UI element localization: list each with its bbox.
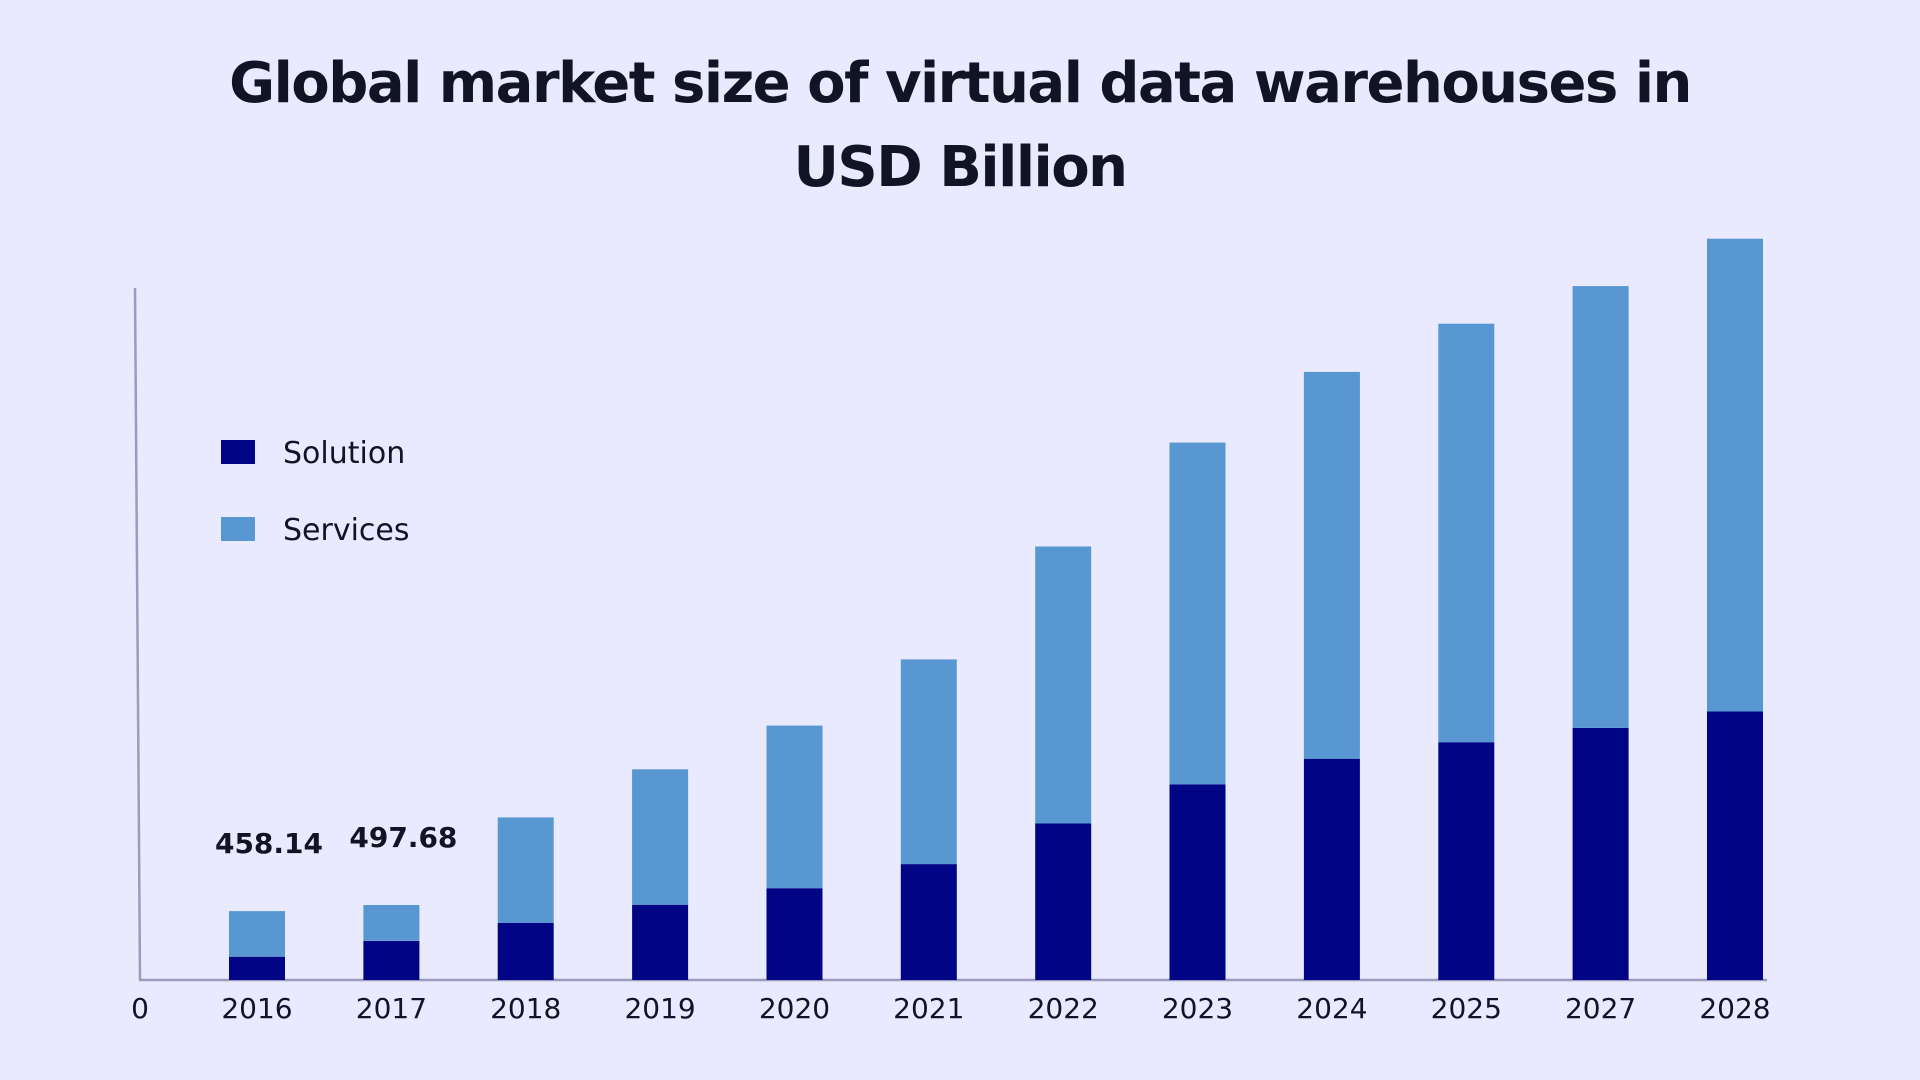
x-tick-label-2021: 2021 bbox=[893, 992, 964, 1025]
data-label-2017: 497.68 bbox=[349, 821, 457, 854]
bar-services-2027 bbox=[1572, 286, 1629, 728]
legend: Solution Services bbox=[221, 436, 410, 548]
chart-title-line-2: USD Billion bbox=[793, 135, 1126, 200]
legend-item-solution: Solution bbox=[221, 436, 405, 471]
x-tick-label-2025: 2025 bbox=[1431, 992, 1502, 1025]
data-labels: 458.14 497.68 bbox=[215, 821, 457, 860]
bar-services-2021 bbox=[900, 659, 957, 865]
x-tick-label-2018: 2018 bbox=[490, 992, 561, 1025]
bar-solution-2016 bbox=[229, 956, 285, 980]
bar-solution-2023 bbox=[1169, 784, 1226, 980]
bar-solution-2024 bbox=[1303, 758, 1360, 980]
legend-label-solution: Solution bbox=[283, 436, 405, 471]
x-tick-label-2027: 2027 bbox=[1565, 992, 1636, 1025]
bar-solution-2021 bbox=[900, 864, 957, 980]
bars bbox=[229, 238, 1763, 980]
bar-solution-2027 bbox=[1572, 727, 1629, 980]
bar-services-2018 bbox=[497, 817, 554, 923]
bar-services-2020 bbox=[766, 725, 823, 889]
y-origin-label: 0 bbox=[131, 992, 149, 1025]
bar-solution-2018 bbox=[497, 922, 554, 980]
x-tick-label-2017: 2017 bbox=[356, 992, 427, 1025]
legend-label-services: Services bbox=[283, 513, 410, 548]
x-tick-label-2023: 2023 bbox=[1162, 992, 1233, 1025]
legend-swatch-solution bbox=[221, 440, 255, 464]
bar-solution-2025 bbox=[1438, 742, 1495, 980]
bar-solution-2019 bbox=[632, 904, 689, 980]
bar-solution-2020 bbox=[766, 888, 823, 980]
x-tick-label-2022: 2022 bbox=[1028, 992, 1099, 1025]
bar-services-2017 bbox=[363, 905, 420, 941]
bar-services-2022 bbox=[1035, 546, 1092, 824]
bar-services-2025 bbox=[1438, 323, 1495, 743]
data-label-2016: 458.14 bbox=[215, 827, 323, 860]
x-tick-label-2028: 2028 bbox=[1699, 992, 1770, 1025]
x-tick-label-2024: 2024 bbox=[1296, 992, 1367, 1025]
legend-swatch-services bbox=[221, 517, 255, 541]
bar-services-2023 bbox=[1169, 442, 1226, 785]
x-tick-label-2020: 2020 bbox=[759, 992, 830, 1025]
bar-services-2016 bbox=[229, 911, 285, 957]
bar-solution-2028 bbox=[1707, 711, 1763, 980]
legend-item-services: Services bbox=[221, 513, 410, 548]
x-tick-label-2016: 2016 bbox=[221, 992, 292, 1025]
bar-solution-2022 bbox=[1035, 823, 1092, 980]
bar-services-2024 bbox=[1303, 371, 1360, 759]
y-axis bbox=[133, 287, 142, 981]
bar-services-2028 bbox=[1707, 238, 1763, 712]
bar-solution-2017 bbox=[363, 940, 420, 980]
bar-services-2019 bbox=[632, 769, 689, 905]
x-tick-labels: 2016 2017 2018 2019 2020 2021 2022 2023 2024 2025… bbox=[221, 992, 1770, 1025]
chart-title-line-1: Global market size of virtual data wareh… bbox=[229, 51, 1691, 116]
x-tick-label-2019: 2019 bbox=[624, 992, 695, 1025]
